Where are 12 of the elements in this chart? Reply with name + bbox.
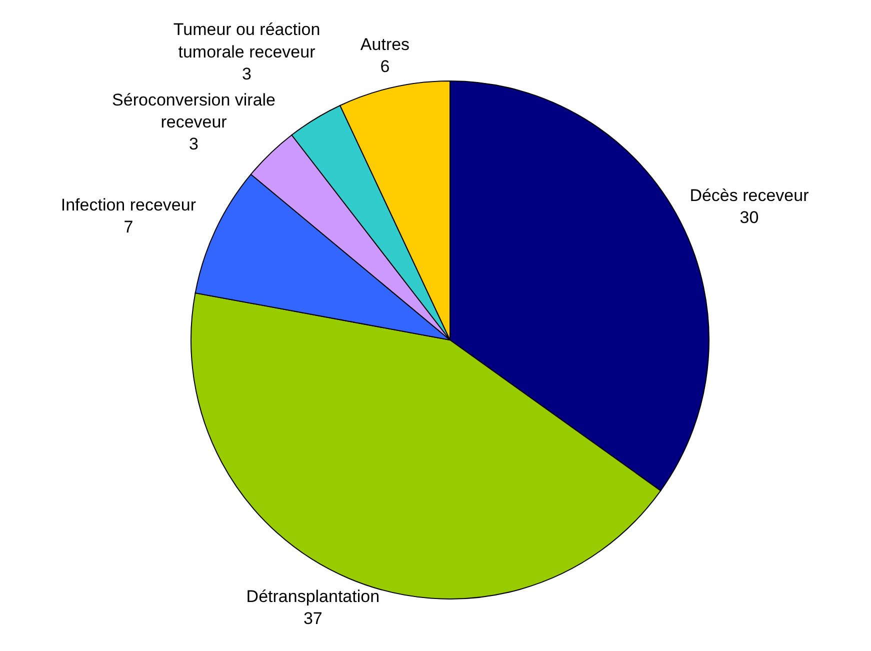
- data-label: 3: [189, 134, 198, 154]
- data-label: 7: [124, 218, 134, 237]
- data-label: 30: [740, 208, 759, 228]
- slice-label: Décès receveur: [690, 186, 810, 205]
- slice-label: Détransplantation: [246, 586, 380, 606]
- data-label: 6: [380, 57, 390, 76]
- slice-label: Tumeur ou réaction tumorale receveur: [173, 20, 320, 62]
- slice-label: Autres: [360, 34, 410, 54]
- data-label: 3: [242, 64, 252, 84]
- slice-label: Séroconversion virale receveur: [112, 90, 276, 132]
- slice-label: Infection receveur: [60, 195, 196, 214]
- data-label: 37: [303, 609, 322, 628]
